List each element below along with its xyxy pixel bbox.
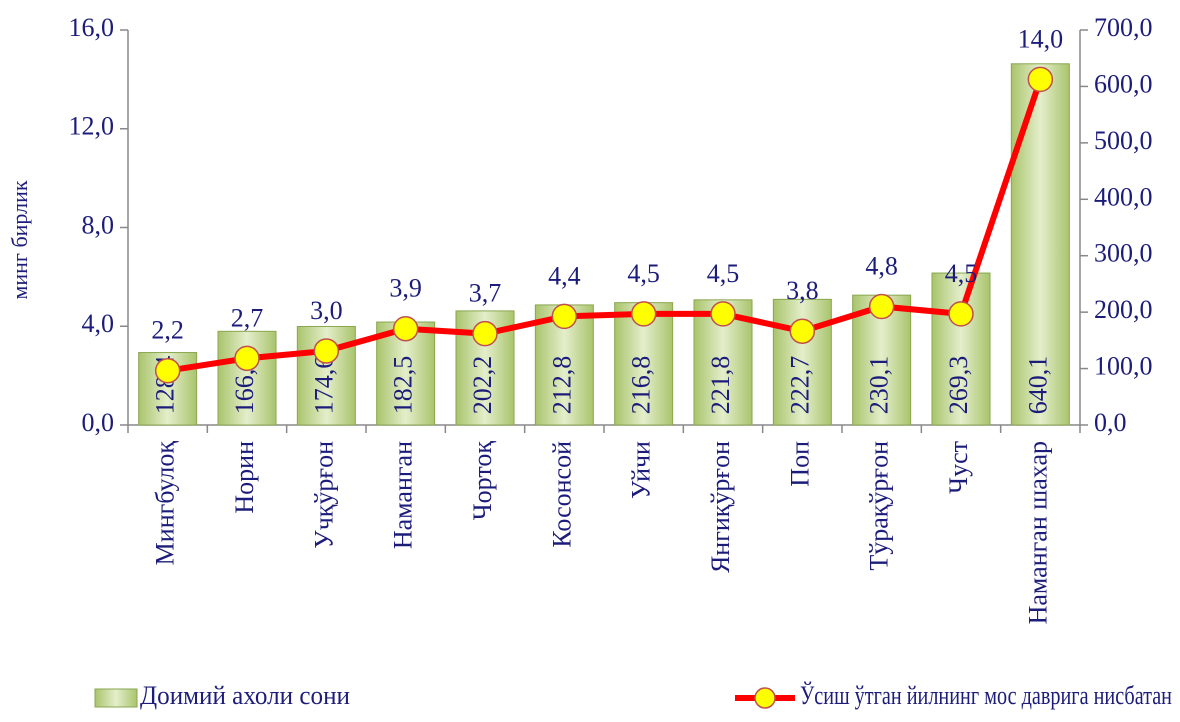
bar-value-label: 222,7 <box>785 356 814 415</box>
line-marker <box>868 293 895 320</box>
line-value-label: 3,0 <box>310 296 343 325</box>
bar <box>1010 63 1070 426</box>
y2-tick-label: 200,0 <box>1094 295 1153 324</box>
y-tick-label: 0,0 <box>82 408 115 437</box>
x-tick-label: Янгиқўрғон <box>706 441 735 573</box>
x-tick-label: Тўрақўрғон <box>865 441 894 571</box>
y2-tick-label: 700,0 <box>1094 13 1153 42</box>
line-value-label: 14,0 <box>1018 24 1064 53</box>
bar-value-label: 182,5 <box>389 356 418 415</box>
y2-tick-label: 100,0 <box>1094 352 1153 381</box>
line-value-label: 4,4 <box>548 261 581 290</box>
y2-tick-label: 600,0 <box>1094 69 1153 98</box>
legend-label: Ўсиш ўтган йилнинг мос даврига нисбатан <box>800 681 1172 710</box>
x-tick-label: Чуст <box>944 441 973 494</box>
line-marker <box>710 301 736 327</box>
line-value-label: 2,2 <box>151 316 184 345</box>
line-value-label: 3,9 <box>389 274 422 303</box>
line-value-label: 3,8 <box>786 276 819 305</box>
line-marker <box>789 318 816 344</box>
x-tick-label: Норин <box>230 441 259 514</box>
y-tick-label: 4,0 <box>82 309 115 338</box>
y2-tick-label: 400,0 <box>1094 182 1153 211</box>
x-tick-label: Учқўрғон <box>309 441 338 549</box>
line-value-label: 4,5 <box>945 259 978 288</box>
bar <box>931 272 991 426</box>
line-marker <box>313 338 340 364</box>
bar-value-label: 212,8 <box>547 356 576 415</box>
x-tick-label: Наманган <box>389 441 418 549</box>
line-value-label: 2,7 <box>231 303 264 332</box>
line <box>167 78 1044 374</box>
y-axis-label: минг бирлик <box>7 180 32 299</box>
line-marker <box>1027 66 1054 93</box>
bar-value-label: 216,8 <box>627 356 656 415</box>
line-marker <box>392 315 419 342</box>
x-tick-label: Мингбулоқ <box>151 441 180 566</box>
legend-label: Доимий ахоли сони <box>140 681 350 710</box>
legend-swatch <box>94 688 138 708</box>
x-tick-label: Поп <box>785 441 814 487</box>
bar-value-label: 174,6 <box>309 356 338 415</box>
bar-value-label: 269,3 <box>944 356 973 415</box>
line-marker <box>234 345 260 372</box>
x-tick-label: Чортоқ <box>468 441 497 521</box>
y-tick-label: 16,0 <box>69 13 115 42</box>
bar <box>614 302 674 426</box>
y-tick-label: 8,0 <box>82 210 115 239</box>
x-tick-label: Косонсой <box>547 441 576 548</box>
line-value-label: 3,7 <box>469 279 502 308</box>
line-value-label: 4,5 <box>707 259 740 288</box>
line-marker <box>630 301 657 327</box>
bar-value-label: 230,1 <box>865 356 894 415</box>
y2-tick-label: 500,0 <box>1094 126 1153 155</box>
line-value-label: 4,8 <box>865 251 898 280</box>
bar-value-label: 221,8 <box>706 356 735 415</box>
bar-value-label: 202,2 <box>468 356 497 415</box>
legend-marker <box>754 687 776 709</box>
line-value-label: 4,5 <box>627 259 660 288</box>
bar <box>534 304 594 426</box>
y2-tick-label: 0,0 <box>1094 408 1127 437</box>
x-tick-label: Наманган шахар <box>1023 441 1052 624</box>
y2-tick-label: 300,0 <box>1094 239 1153 268</box>
line-marker <box>472 320 498 347</box>
line-marker <box>154 357 181 384</box>
line-marker <box>551 303 578 330</box>
x-tick-label: Уйчи <box>627 441 656 499</box>
bar-value-label: 640,1 <box>1023 356 1052 415</box>
line-marker <box>948 301 974 327</box>
y-tick-label: 12,0 <box>69 112 115 141</box>
